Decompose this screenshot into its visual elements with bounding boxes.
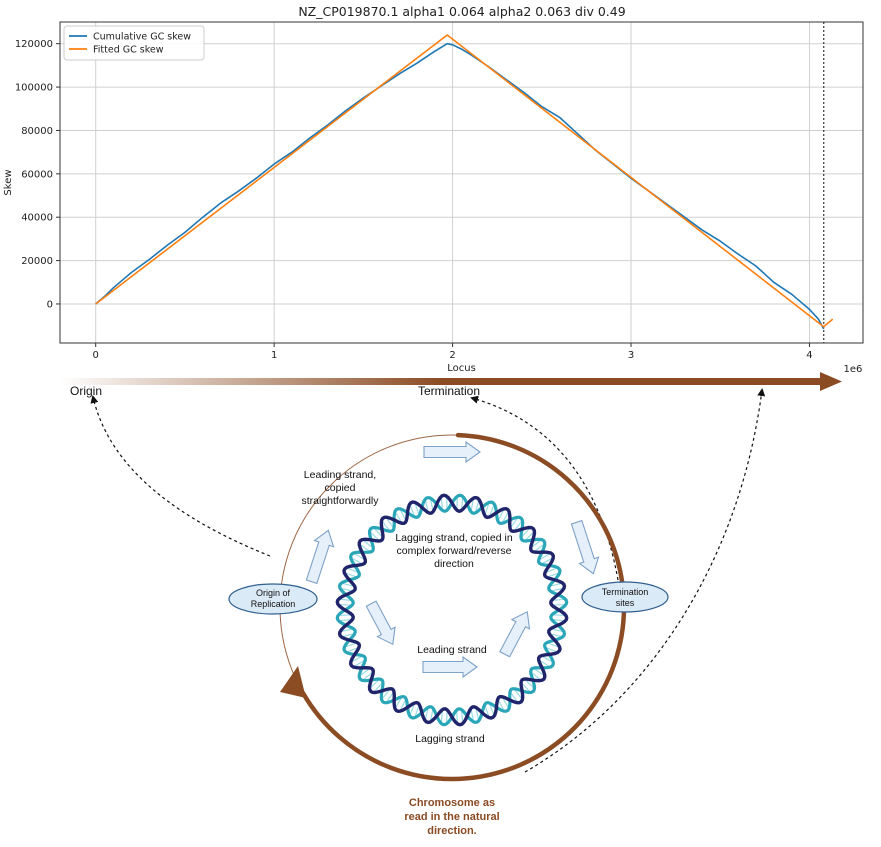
replication-arrow [305,529,335,585]
origin-node-line-2: Replication [251,599,296,609]
leading-strand-bottom-label: Leading strand [417,644,487,656]
leading-strand-top-line-3: straightforwardly [301,495,379,507]
chromosome-direction-arrowhead [280,666,306,698]
y-tick-label: 120000 [15,39,53,50]
y-axis-label: Skew [3,169,14,195]
x-axis-ticks: 0 1 2 3 4 [93,343,813,361]
replication-arrow [423,440,481,464]
origin-of-replication-node: Origin of Replication [228,583,318,615]
chromosome-caption-line-2: read in the natural [404,811,499,823]
x-axis-label: Locus [447,363,476,374]
x-tick-label: 4 [806,350,812,361]
series-fitted-gc-skew-line [95,34,834,328]
origin-label: Origin [70,384,102,398]
chromosome-caption-line-3: direction. [427,825,477,837]
gc-skew-chart: NZ_CP019870.1 alpha1 0.064 alpha2 0.063 … [3,4,864,375]
chromosome-ring-thick [300,432,627,782]
termination-sites-node: Termination sites [581,581,669,613]
chart-legend: Cumulative GC skew Fitted GC skew [63,25,205,61]
plot-frame [59,21,864,344]
x-axis-scale-label: 1e6 [844,364,863,375]
lagging-strand-inner-line-2: complex forward/reverse [397,545,512,557]
x-tick-label: 0 [93,350,99,361]
y-tick-label: 40000 [21,213,53,224]
y-axis-ticks: 0 20000 40000 60000 80000 100000 120000 [15,39,60,310]
y-tick-label: 60000 [21,169,53,180]
dna-strand-dark [335,493,569,727]
dna-double-helix-ring [335,493,569,727]
legend-entry: Fitted GC skew [93,45,164,56]
end-pointer [524,388,766,773]
leading-strand-top-line-1: Leading strand, [304,469,376,481]
chart-grid [60,22,863,343]
replication-arrow [570,519,600,575]
legend-entry: Cumulative GC skew [93,32,191,43]
x-tick-label: 2 [449,350,455,361]
lagging-strand-inner-line-1: Lagging strand, copied in [395,532,512,544]
x-tick-label: 1 [271,350,277,361]
chromosome-axis-arrow [60,372,842,391]
chromosome-caption-line-1: Chromosome as [409,797,495,809]
y-tick-label: 100000 [15,83,53,94]
legend-box [63,25,205,61]
origin-node-line-1: Origin of [256,588,291,598]
replication-arrow [422,655,478,679]
lagging-strand-bottom-label: Lagging strand [415,733,485,745]
termination-node-line-1: Termination [602,587,649,597]
origin-pointer [90,395,271,557]
x-tick-label: 3 [628,350,634,361]
replication-direction-arrows [305,440,600,679]
chart-title: NZ_CP019870.1 alpha1 0.064 alpha2 0.063 … [298,4,625,19]
lagging-strand-inner-line-3: direction [434,558,474,570]
y-tick-label: 20000 [21,256,53,267]
chart-series [95,22,834,343]
series-cumulative-gc-skew-line [95,42,825,330]
leading-strand-top-line-2: copied [325,482,356,494]
replication-arrow [499,610,531,658]
replication-arrow [365,600,396,646]
replication-diagram: Origin Termination Origin of Replication… [60,372,842,837]
y-tick-label: 80000 [21,126,53,137]
termination-label: Termination [418,384,480,398]
y-tick-label: 0 [47,299,53,310]
termination-node-line-2: sites [616,598,635,608]
